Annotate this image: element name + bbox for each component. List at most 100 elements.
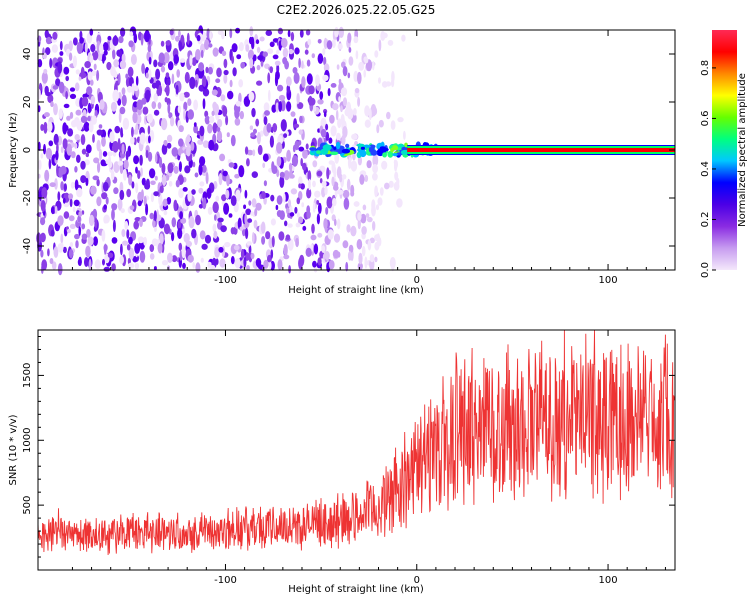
spectrogram-cell [257, 55, 264, 61]
spectrogram-cell [271, 165, 278, 175]
spectrogram-cell [223, 58, 228, 69]
spectrogram-cell [60, 181, 64, 191]
spectrogram-cell [69, 93, 77, 99]
spectrogram-cell [225, 189, 230, 199]
spectrogram-cell [276, 156, 282, 167]
spectrogram-cell [307, 170, 312, 182]
spectrogram-cell [141, 177, 146, 186]
spectrogram-cell [381, 32, 388, 39]
spectrogram-cell [57, 263, 63, 276]
spectrogram-cell [385, 81, 392, 87]
spectrogram-cell [269, 41, 275, 48]
spectrogram-cell [280, 119, 287, 132]
spectrogram-cell [143, 236, 148, 246]
spectrogram-cell [160, 118, 168, 131]
spectrogram-cell [150, 180, 156, 186]
spectrogram-cell [198, 187, 204, 194]
spectrogram-cell [143, 195, 147, 207]
spectrogram-cell [75, 109, 82, 116]
spectrogram-cell [279, 175, 285, 188]
spectrogram-cell [182, 187, 188, 192]
spectrogram-cell [88, 105, 92, 113]
spectrogram-cell [286, 207, 290, 215]
spectrogram-cell [83, 121, 90, 132]
snr-x-label: Height of straight line (km) [288, 584, 424, 595]
spectrogram-carrier-blob [404, 142, 408, 148]
spectrogram-cell [217, 217, 224, 223]
spectrogram-carrier-blob [322, 144, 332, 151]
spectrogram-cell [175, 179, 180, 188]
spectrogram-cell [84, 159, 90, 166]
spectrogram-cell [179, 92, 185, 102]
spectrogram-cell [270, 249, 274, 259]
spectrogram-panel: -100 0 100 -40 -20 0 20 40 Height of straight … [8, 25, 676, 296]
spectrogram-cell [251, 171, 258, 179]
spectrogram-cell [57, 191, 61, 202]
spectrogram-cell [209, 264, 216, 271]
spectrogram-cell [44, 30, 49, 38]
spectrogram-cell [317, 257, 322, 266]
spectrogram-cell [319, 178, 323, 184]
spectrogram-cell [162, 198, 168, 207]
spectrogram-cell [326, 167, 330, 180]
spectrogram-cell [250, 132, 256, 137]
spectrogram-cell [220, 94, 226, 102]
spectrogram-cell [369, 254, 375, 263]
spectrogram-cell [224, 241, 231, 248]
spectrogram-cell [298, 146, 305, 152]
spectrogram-x-ticks: -100 0 100 [71, 30, 666, 286]
spectrogram-cell [295, 222, 301, 228]
spectrogram-cell [165, 40, 171, 46]
spectrogram-cell [346, 224, 351, 233]
snr-x-tick-label: 100 [599, 575, 618, 586]
spectrogram-cell [277, 259, 283, 271]
spectrogram-cell [192, 161, 196, 168]
spectrogram-cell [360, 213, 367, 224]
spectrogram-cell [374, 50, 379, 58]
spectrogram-cell [379, 187, 384, 196]
spectrogram-cell [276, 210, 282, 218]
spectrogram-cell [208, 43, 213, 48]
spectrogram-cell [334, 26, 339, 38]
spectrogram-cell [330, 125, 337, 137]
spectrogram-cell [49, 182, 56, 188]
spectrogram-cell [378, 39, 382, 52]
spectrogram-cell [212, 201, 219, 214]
spectrogram-cell [177, 148, 182, 156]
spectrogram-cell [132, 111, 138, 124]
spectrogram-cell [321, 245, 326, 253]
spectrogram-cell [350, 225, 357, 237]
spectrogram-cell [96, 70, 100, 81]
spectrogram-cell [166, 134, 173, 143]
spectrogram-cell [133, 85, 139, 92]
spectrogram-cell [348, 56, 354, 66]
snr-y-tick-label: 1000 [22, 428, 33, 453]
spectrogram-cell [196, 34, 201, 42]
spectrogram-cell [340, 105, 343, 113]
spectrogram-cell [54, 178, 58, 190]
spectrogram-cell [374, 241, 380, 251]
spectrogram-cell [202, 75, 207, 87]
spectrogram-cell [93, 236, 98, 247]
spectrogram-cell [165, 84, 170, 97]
spectrogram-cell [139, 154, 143, 166]
spectrogram-cell [263, 102, 270, 112]
spectrogram-cell [269, 135, 274, 148]
colorbar-tick-label: 0.6 [700, 110, 711, 126]
spectrogram-cell [96, 129, 104, 136]
spectrogram-cell [226, 174, 230, 187]
spectrogram-cell [285, 234, 291, 241]
spectrogram-cell [148, 56, 152, 65]
spectrogram-cell [97, 161, 101, 173]
spectrogram-cell [300, 183, 305, 190]
spectrogram-cell [283, 133, 288, 139]
spectrogram-cell [51, 44, 59, 53]
spectrogram-cell [356, 239, 363, 250]
spectrogram-cell [302, 162, 307, 171]
spectrogram-cell [229, 79, 233, 88]
spectrogram-cell [277, 27, 283, 35]
spectrogram-cell [260, 60, 264, 67]
spectrogram-cell [192, 262, 195, 269]
spectrogram-cell [60, 146, 64, 154]
spectrogram-cell [68, 193, 74, 200]
